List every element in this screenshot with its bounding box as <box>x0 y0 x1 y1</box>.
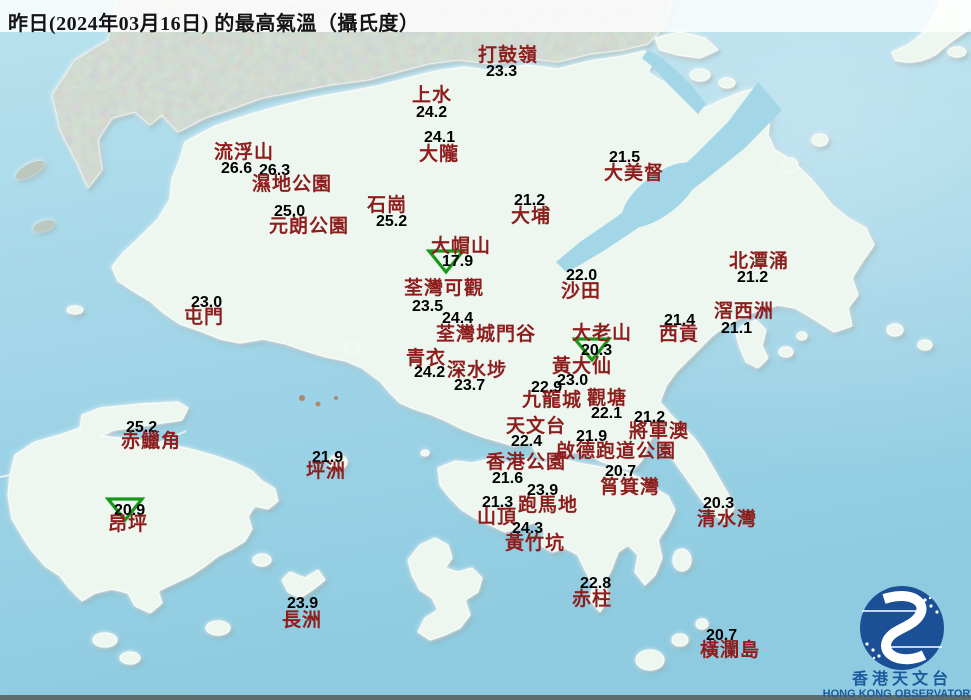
station-value-label: 24.2 <box>414 364 446 381</box>
station-name-label: 清水灣 <box>697 509 758 530</box>
station-name-label: 黃竹坑 <box>505 533 566 554</box>
map-title: 昨日(2024年03月16日) 的最高氣溫（攝氏度） <box>8 13 420 35</box>
station-name-label: 屯門 <box>184 307 225 328</box>
tung-lung-island <box>672 548 692 572</box>
record-triangle-marker <box>425 249 467 275</box>
station-value-label: 23.3 <box>486 63 518 80</box>
station-value-label: 21.3 <box>482 494 514 511</box>
kau-sai-chau-island <box>735 319 769 369</box>
station-name-label: 山頂 <box>477 507 518 528</box>
station-value-label: 23.9 <box>527 482 559 499</box>
station-value-label: 20.7 <box>605 463 637 480</box>
station-value-label: 20.7 <box>706 627 738 644</box>
station-name-label: 橫瀾島 <box>700 640 761 661</box>
station-value-label: 20.9 <box>114 502 146 519</box>
station-value-label: 24.1 <box>424 129 456 146</box>
station-name-label: 香港公園 <box>486 452 567 473</box>
station-name-label: 大帽山 <box>431 236 492 257</box>
station-name-label: 西貢 <box>659 324 700 345</box>
station-name-label: 天文台 <box>506 416 567 437</box>
station-name-label: 大隴 <box>419 144 460 165</box>
station-name-label: 昂坪 <box>108 514 149 535</box>
hko-logo-s-icon <box>881 591 927 665</box>
station-name-label: 將軍澳 <box>629 421 690 442</box>
peng-chau-island <box>328 454 348 470</box>
station-value-label: 25.2 <box>126 419 158 436</box>
po-toi-island <box>635 649 665 671</box>
station-value-label: 23.5 <box>412 298 444 315</box>
station-value-label: 22.9 <box>531 379 563 396</box>
station-value-label: 21.1 <box>721 320 753 337</box>
station-name-label: 觀塘 <box>587 388 628 409</box>
station-name-label: 長洲 <box>282 610 323 631</box>
station-value-label: 26.3 <box>259 162 291 179</box>
station-name-label: 北潭涌 <box>729 251 790 272</box>
station-name-label: 青衣 <box>406 348 447 369</box>
title-band <box>0 0 971 32</box>
station-name-label: 赤鱲角 <box>121 431 182 452</box>
station-value-label: 21.9 <box>312 449 344 466</box>
station-value-label: 21.2 <box>514 192 546 209</box>
hko-logo-english-name: HONG KONG OBSERVATORY <box>823 688 971 700</box>
hong-kong-island <box>437 458 676 613</box>
station-name-label: 赤柱 <box>572 589 613 610</box>
station-name-label: 黃大仙 <box>552 356 613 377</box>
station-name-label: 大老山 <box>572 323 633 344</box>
hko-logo-chinese-name: 香港天文台 <box>851 669 952 688</box>
station-value-label: 24.3 <box>512 520 544 537</box>
station-value-label: 22.0 <box>566 267 598 284</box>
bridge-lines <box>0 361 379 478</box>
station-value-label: 26.6 <box>221 160 253 177</box>
station-value-label: 22.8 <box>580 575 612 592</box>
station-value-label: 23.0 <box>191 294 223 311</box>
station-value-label: 24.2 <box>416 104 448 121</box>
station-name-label: 沙田 <box>561 281 602 302</box>
station-name-label: 濕地公園 <box>252 174 333 195</box>
station-value-label: 25.2 <box>376 213 408 230</box>
lantau-island <box>7 401 279 614</box>
station-value-label: 21.2 <box>634 409 666 426</box>
map-bottom-edge <box>0 695 971 700</box>
record-triangle-marker <box>104 497 146 523</box>
station-value-label: 21.2 <box>737 269 769 286</box>
station-value-label: 22.4 <box>511 433 543 450</box>
station-name-label: 坪洲 <box>306 461 347 482</box>
tolo-harbour-water <box>556 50 782 272</box>
station-name-label: 上水 <box>412 85 453 106</box>
station-name-label: 筲箕灣 <box>600 477 661 498</box>
station-value-label: 20.3 <box>703 495 735 512</box>
station-value-label: 21.9 <box>576 428 608 445</box>
station-value-label: 21.5 <box>609 149 641 166</box>
station-name-label: 大美督 <box>604 163 665 184</box>
station-value-label: 17.9 <box>442 253 474 270</box>
station-value-label: 21.6 <box>492 470 524 487</box>
station-name-label: 啟德跑道公園 <box>556 441 677 462</box>
station-name-label: 流浮山 <box>214 142 275 163</box>
station-name-label: 深水埗 <box>447 360 508 381</box>
station-name-label: 打鼓嶺 <box>478 45 539 66</box>
station-name-label: 石崗 <box>367 195 408 216</box>
station-name-label: 跑馬地 <box>518 495 579 516</box>
station-name-label: 九龍城 <box>522 390 583 411</box>
station-name-label: 元朗公園 <box>269 216 350 237</box>
station-value-label: 25.0 <box>274 203 306 220</box>
station-value-label: 24.4 <box>442 310 474 327</box>
station-name-label: 大埔 <box>511 206 552 227</box>
station-name-label: 滘西洲 <box>714 301 775 322</box>
station-value-label: 21.4 <box>664 312 696 329</box>
record-triangle-marker <box>571 337 613 363</box>
hko-logo: 香港天文台 HONG KONG OBSERVATORY <box>823 586 971 700</box>
station-value-label: 23.9 <box>287 595 319 612</box>
station-value-label: 22.1 <box>591 405 623 422</box>
station-value-label: 20.3 <box>581 342 613 359</box>
cheung-chau-island <box>281 569 326 599</box>
station-value-label: 23.0 <box>557 372 589 389</box>
station-name-label: 荃灣城門谷 <box>436 324 537 345</box>
station-name-label: 荃灣可觀 <box>404 278 485 299</box>
lamma-island <box>407 537 483 641</box>
station-value-label: 23.7 <box>454 377 486 394</box>
brown-islets <box>299 395 338 407</box>
